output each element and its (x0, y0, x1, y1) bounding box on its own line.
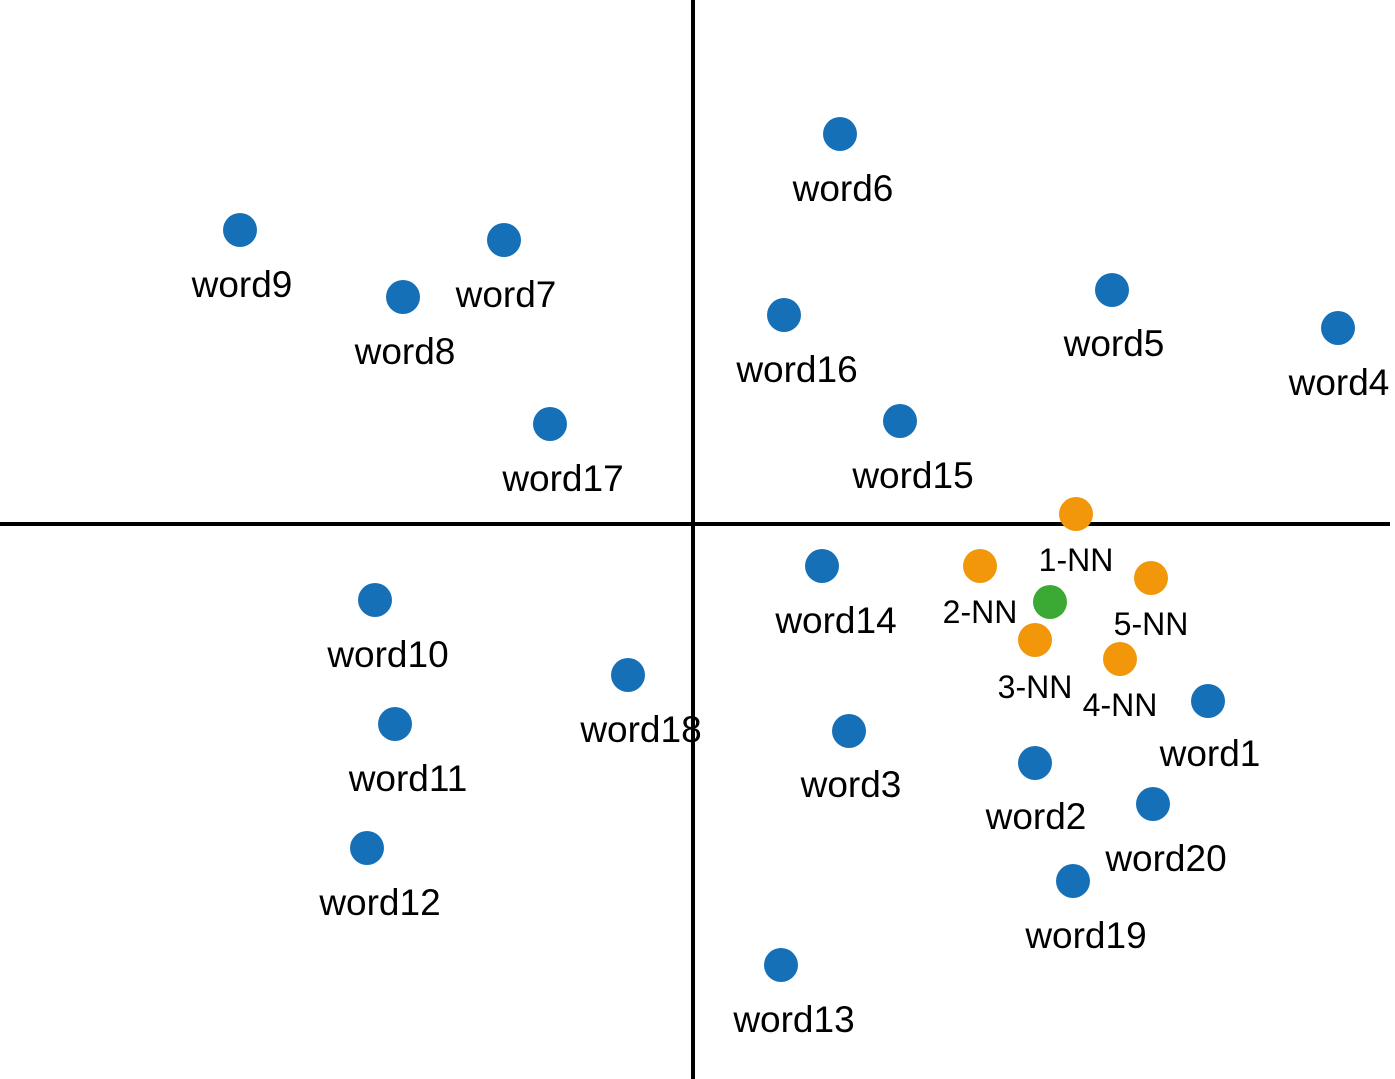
word-label: word12 (318, 882, 440, 923)
word-label: word15 (851, 455, 973, 496)
word-point (832, 714, 866, 748)
neighbor-label: 2-NN (943, 594, 1018, 630)
word-label: word10 (326, 634, 448, 675)
word-point (533, 407, 567, 441)
word-point (350, 831, 384, 865)
word-label: word9 (191, 264, 293, 305)
word-label: word2 (985, 796, 1087, 837)
word-label: word5 (1063, 323, 1165, 364)
word-point (767, 298, 801, 332)
word-label: word13 (732, 999, 854, 1040)
neighbor-point (1134, 561, 1168, 595)
word-point (1191, 684, 1225, 718)
word-point (487, 223, 521, 257)
word-label: word17 (501, 458, 623, 499)
word-label: word4 (1288, 362, 1390, 403)
word-point (1136, 787, 1170, 821)
word-point (386, 280, 420, 314)
word-point (823, 117, 857, 151)
neighbor-point-group: 1-NN 2-NN 3-NN 4-NN 5-NN (943, 497, 1189, 723)
word-label: word11 (348, 758, 468, 799)
neighbor-point (1103, 642, 1137, 676)
neighbor-label: 5-NN (1114, 606, 1189, 642)
word-label: word20 (1104, 838, 1226, 879)
word-label: word1 (1159, 733, 1261, 774)
neighbor-label: 1-NN (1039, 542, 1114, 578)
word-point (611, 658, 645, 692)
neighbor-point (1018, 623, 1052, 657)
word-label: word19 (1024, 915, 1146, 956)
word-point (1321, 311, 1355, 345)
neighbor-point (1059, 497, 1093, 531)
neighbor-label: 3-NN (998, 669, 1073, 705)
word-point (1018, 746, 1052, 780)
neighbor-point (963, 549, 997, 583)
query-point (1033, 585, 1067, 619)
word-point (1095, 273, 1129, 307)
word-point-group: word1 word2 word3 word4 word5 word6 word… (191, 117, 1390, 1040)
word-point (805, 549, 839, 583)
word-label: word18 (579, 709, 701, 750)
word-label: word7 (455, 274, 557, 315)
word-label: word6 (792, 168, 894, 209)
word-label: word14 (774, 600, 896, 641)
word-label: word8 (354, 331, 456, 372)
word-point (764, 948, 798, 982)
word-point (378, 707, 412, 741)
word-point (358, 583, 392, 617)
neighbor-label: 4-NN (1083, 687, 1158, 723)
word-point (223, 213, 257, 247)
word-label: word3 (800, 764, 902, 805)
word-point (1056, 864, 1090, 898)
word-label: word16 (735, 349, 857, 390)
word-point (883, 404, 917, 438)
